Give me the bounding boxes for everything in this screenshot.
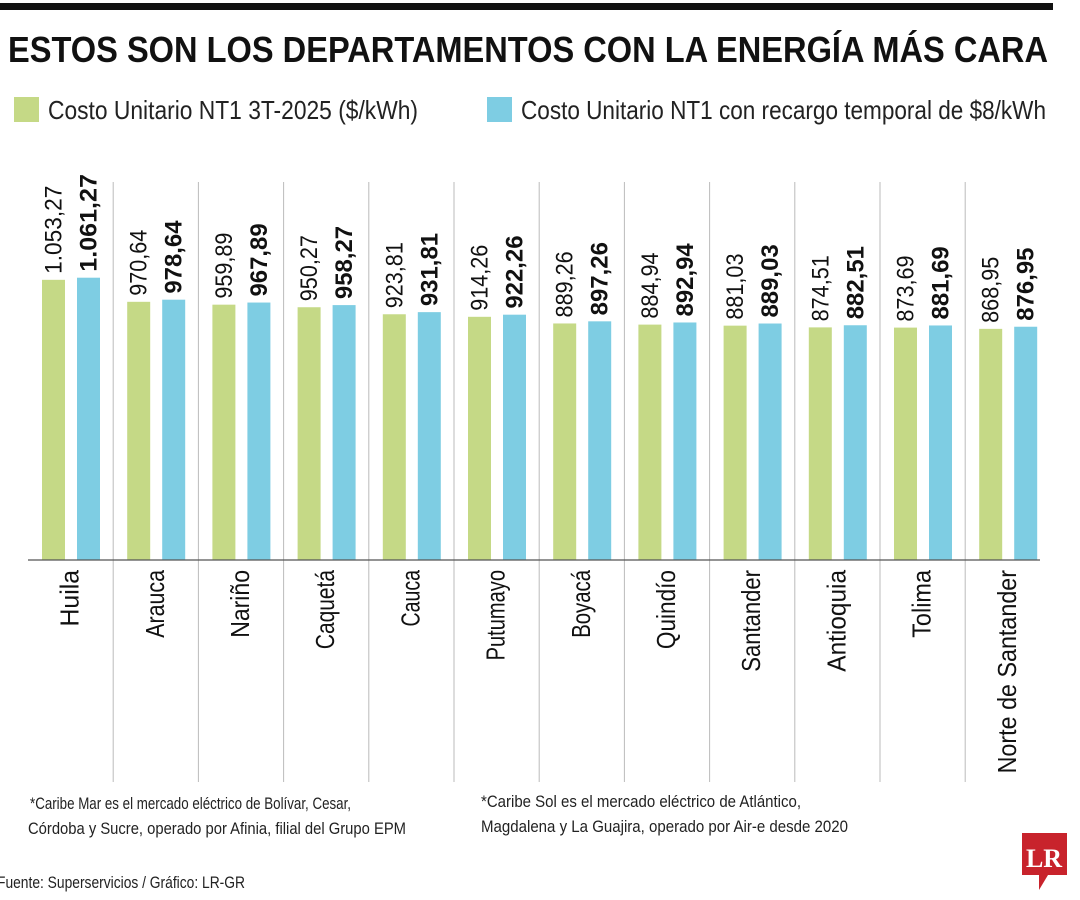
data-label-base: 1.053,27 — [41, 186, 68, 274]
category-label: Antioquia — [821, 569, 851, 671]
data-label-surcharge: 931,81 — [416, 233, 443, 306]
legend-swatch-blue — [487, 97, 512, 122]
bar-base — [468, 316, 491, 560]
data-label-surcharge: 881,69 — [928, 246, 955, 319]
category-label: Caquetá — [310, 570, 340, 650]
category-label: Nariño — [225, 570, 255, 638]
bar-surcharge — [417, 312, 441, 560]
legend: Costo Unitario NT1 3T-2025 ($/kWh) Costo… — [14, 95, 1046, 125]
bar-base — [127, 301, 151, 560]
footnote-caribe-mar-line1: *Caribe Mar es el mercado eléctrico de B… — [30, 794, 351, 813]
category-label: Cauca — [395, 570, 425, 627]
category-label: Quindío — [651, 570, 681, 649]
bar-surcharge — [503, 314, 526, 560]
category-label: Boyacá — [566, 570, 596, 638]
bar-surcharge — [332, 305, 356, 560]
data-label-base: 970,64 — [126, 230, 153, 296]
data-label-surcharge: 882,51 — [842, 246, 869, 319]
lr-logo-text: LR — [1026, 844, 1062, 873]
data-label-surcharge: 897,26 — [587, 242, 614, 315]
footnote-caribe-sol-line2: Magdalena y La Guajira, operado por Air-… — [481, 817, 848, 836]
data-label-base: 889,26 — [552, 251, 579, 317]
category-label: Tolima — [907, 570, 937, 638]
data-label-surcharge: 958,27 — [331, 226, 358, 299]
bar-base — [42, 279, 65, 560]
category-label: Huila — [55, 569, 85, 626]
data-label-surcharge: 978,64 — [161, 220, 188, 294]
data-label-surcharge: 922,26 — [502, 235, 529, 308]
bar-surcharge — [673, 322, 697, 560]
category-label: Arauca — [140, 570, 170, 638]
data-label-surcharge: 892,94 — [672, 243, 699, 317]
bar-base — [382, 314, 406, 560]
category-label: Santander — [736, 570, 766, 672]
footnote-caribe-mar-line2: Córdoba y Sucre, operado por Afinia, fil… — [28, 819, 406, 838]
bar-surcharge — [162, 299, 186, 560]
legend-label-surcharge: Costo Unitario NT1 con recargo temporal … — [521, 95, 1046, 125]
data-label-base: 874,51 — [807, 255, 834, 321]
bar-surcharge — [247, 302, 271, 560]
data-label-surcharge: 1.061,27 — [76, 174, 103, 272]
chart-title: ESTOS SON LOS DEPARTAMENTOS CON LA ENERG… — [8, 29, 1048, 70]
data-label-base: 881,03 — [722, 254, 749, 320]
legend-swatch-green — [14, 97, 39, 122]
data-label-base: 914,26 — [467, 245, 494, 311]
bar-base — [808, 327, 832, 560]
source-note: Fuente: Superservicios / Gráfico: LR-GR — [0, 873, 245, 892]
category-label: Putumayo — [481, 570, 511, 660]
footnote-caribe-sol-line1: *Caribe Sol es el mercado eléctrico de A… — [481, 792, 801, 811]
bar-surcharge — [758, 323, 782, 560]
bar-base — [553, 323, 577, 560]
data-label-base: 884,94 — [637, 252, 664, 318]
bar-surcharge — [1014, 326, 1038, 560]
data-label-base: 923,81 — [381, 242, 408, 308]
bar-base — [297, 307, 321, 560]
data-label-base: 959,89 — [211, 233, 238, 299]
legend-label-base: Costo Unitario NT1 3T-2025 ($/kWh) — [48, 95, 418, 125]
bar-surcharge — [77, 277, 100, 560]
data-label-base: 873,69 — [893, 255, 920, 321]
category-label: Norte de Santander — [992, 570, 1022, 774]
data-label-base: 950,27 — [296, 235, 323, 301]
bar-base — [894, 327, 917, 560]
lr-logo: LR — [1022, 833, 1067, 890]
bar-surcharge — [588, 321, 612, 560]
bar-base — [638, 324, 662, 560]
data-label-surcharge: 967,89 — [246, 223, 273, 296]
bar-base — [723, 325, 747, 560]
plot-area: 1.053,27 1.061,27 Huila 970,64 978,64 Arauca 9… — [41, 174, 1040, 782]
bar-base — [979, 328, 1003, 560]
data-label-surcharge: 889,03 — [757, 244, 784, 317]
bar-base — [212, 304, 236, 560]
data-label-surcharge: 876,95 — [1013, 248, 1040, 321]
bar-surcharge — [843, 325, 867, 560]
top-rule — [0, 3, 1053, 10]
data-label-base: 868,95 — [978, 257, 1005, 323]
bar-surcharge — [929, 325, 952, 560]
